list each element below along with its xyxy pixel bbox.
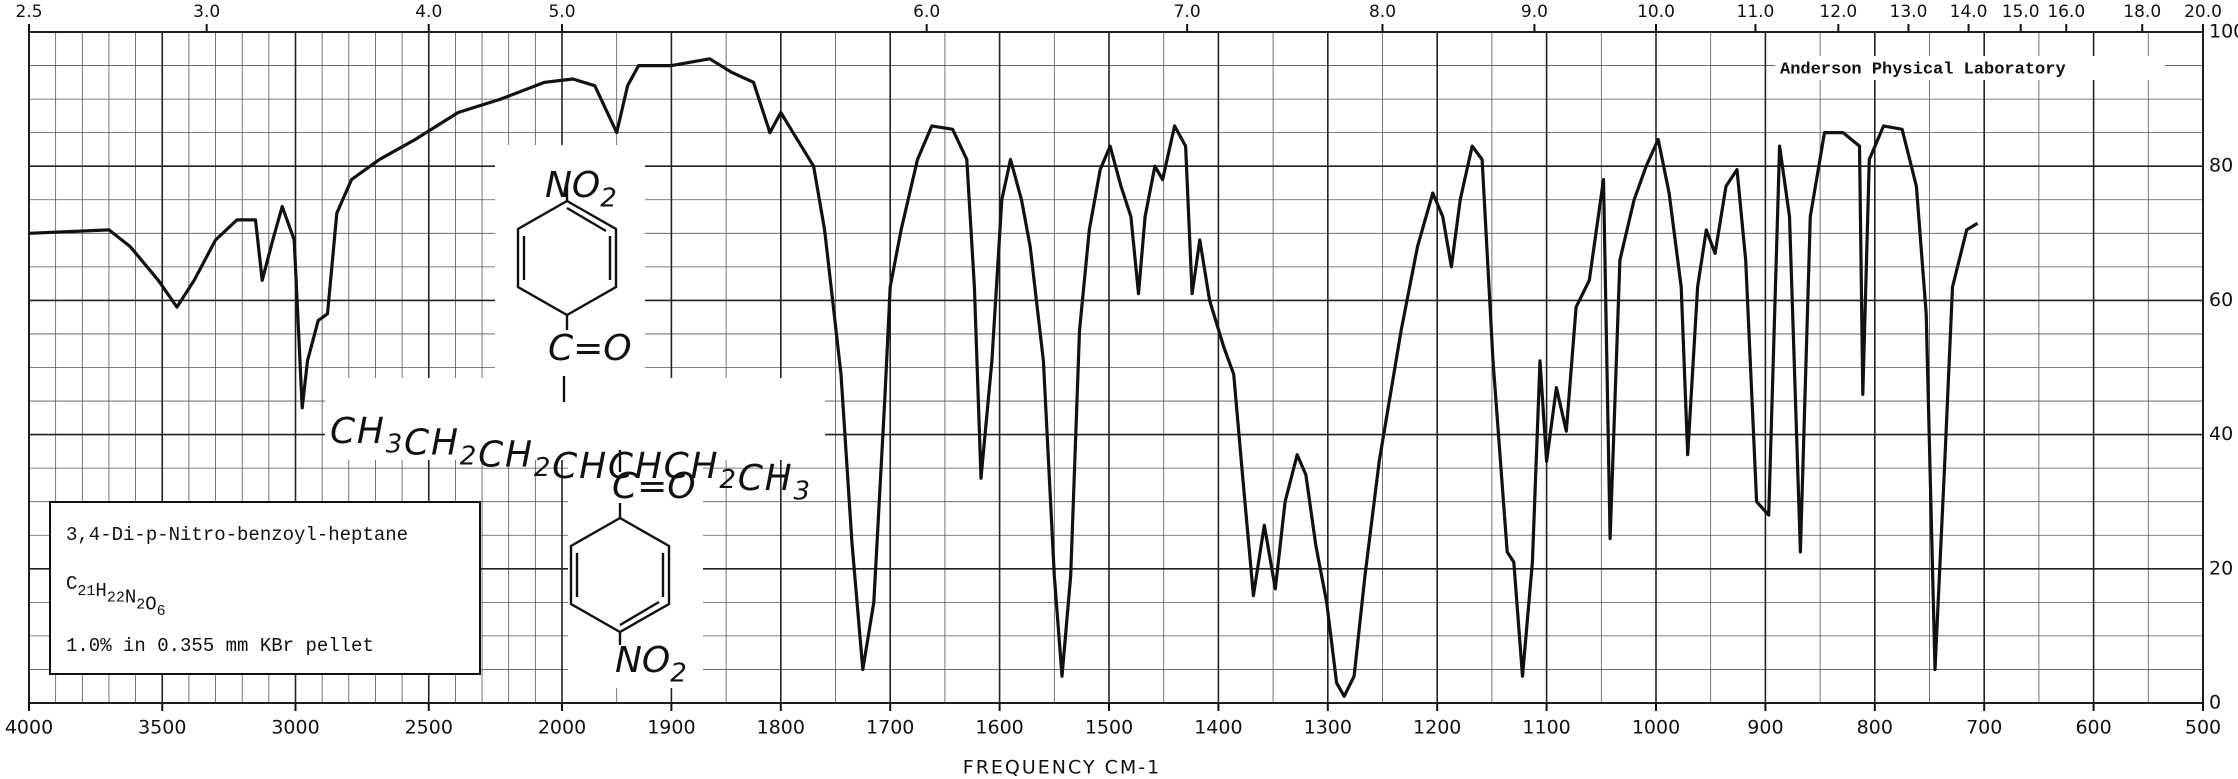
- x2-tick-label: 15.0: [2002, 2, 2040, 22]
- y-tick-label: 60: [2209, 289, 2233, 311]
- x-axis-label: FREQUENCY CM-1: [963, 757, 1161, 779]
- subscript: 2: [534, 453, 551, 483]
- subscript: 2: [719, 464, 736, 494]
- sample-name: 3,4-Di-p-Nitro-benzoyl-heptane: [66, 524, 408, 546]
- subscript: 2: [136, 596, 145, 613]
- text-part: N: [125, 587, 136, 609]
- text-part: CH: [608, 446, 662, 487]
- text-part: CH: [738, 458, 792, 499]
- x-tick-label: 1100: [1522, 717, 1570, 739]
- subscript: 21: [77, 583, 95, 600]
- x-tick-label: 900: [1747, 717, 1783, 739]
- subscript: 2: [600, 183, 617, 213]
- text-part: NO: [615, 640, 670, 681]
- sample-box: [49, 501, 481, 675]
- text-part: CH: [404, 423, 458, 464]
- x2-tick-label: 10.0: [1637, 2, 1675, 22]
- x-tick-label: 700: [1966, 717, 2002, 739]
- x-tick-label: 1400: [1194, 717, 1242, 739]
- ring-bond: [619, 600, 660, 627]
- x-tick-label: 2000: [538, 717, 586, 739]
- chain: CH3CH2CH2CHCHCH2CH3: [330, 411, 810, 506]
- subscript: 2: [670, 658, 687, 688]
- x2-tick-label: 3.0: [193, 2, 220, 22]
- x-tick-label: 1200: [1413, 717, 1461, 739]
- x-tick-label: 800: [1857, 717, 1893, 739]
- x2-tick-label: 14.0: [1950, 2, 1988, 22]
- text-part: CH: [330, 411, 384, 452]
- y-tick-label: 20: [2209, 557, 2233, 579]
- text-part: C: [66, 573, 77, 595]
- x-tick-label: 1700: [866, 717, 914, 739]
- subscript: 3: [793, 476, 810, 506]
- x2-tick-label: 11.0: [1737, 2, 1775, 22]
- y-tick-label: 40: [2209, 423, 2233, 445]
- x2-tick-label: 18.0: [2123, 2, 2161, 22]
- x-tick-label: 3000: [271, 717, 319, 739]
- y-tick-label: 0: [2209, 692, 2221, 714]
- x-tick-label: 1000: [1632, 717, 1680, 739]
- x2-tick-label: 5.0: [548, 2, 575, 22]
- x2-tick-label: 12.0: [1819, 2, 1857, 22]
- sample-conditions: 1.0% in 0.355 mm KBr pellet: [66, 635, 374, 657]
- lab-label: Anderson Physical Laboratory: [1780, 60, 2066, 79]
- overlay: Anderson Physical Laboratory 3,4-Di-p-Ni…: [49, 56, 2165, 779]
- x-tick-label: 1900: [647, 717, 695, 739]
- text-part: NO: [545, 165, 600, 206]
- x-tick-label: 2500: [405, 717, 453, 739]
- text-part: H: [95, 580, 106, 602]
- carbonyl: C=O: [612, 466, 696, 507]
- x-tick-label: 1600: [975, 717, 1023, 739]
- subscript: 22: [107, 589, 125, 606]
- x2-tick-label: 20.0: [2184, 2, 2222, 22]
- x-tick-label: 1800: [757, 717, 805, 739]
- x2-tick-label: 9.0: [1521, 2, 1548, 22]
- spectrum-line: [28, 57, 1979, 698]
- structure-bg: [568, 458, 703, 688]
- x-tick-label: 1300: [1304, 717, 1352, 739]
- nitro-group: NO2: [615, 640, 687, 688]
- structure-bg: [495, 145, 645, 385]
- text-part: CH: [664, 446, 718, 487]
- subscript: 6: [157, 603, 166, 620]
- x-tick-label: 600: [2075, 717, 2111, 739]
- lab-label-bg: [1775, 56, 2165, 80]
- structure-lines: [516, 180, 671, 645]
- y-tick-label: 80: [2209, 155, 2233, 177]
- marks: 4000 3500 3000 2500 2000 1900 1800 1700 1600 1500…: [5, 2, 2238, 739]
- subscript: 2: [460, 441, 477, 471]
- carbonyl: C=O: [548, 328, 632, 369]
- y-tick-label: 100: [2209, 21, 2238, 43]
- x-tick-label: 1500: [1085, 717, 1133, 739]
- text-part: CH: [552, 446, 606, 487]
- ring-bond: [566, 206, 607, 233]
- structure-bg: [325, 378, 825, 460]
- text-part: O: [145, 593, 156, 615]
- subscript: 3: [386, 429, 403, 459]
- nitro-group: NO2: [545, 165, 617, 213]
- x2-tick-label: 13.0: [1890, 2, 1928, 22]
- x-tick-label: 3500: [138, 717, 186, 739]
- x2-tick-label: 7.0: [1174, 2, 1201, 22]
- x2-tick-label: 2.5: [15, 2, 42, 22]
- text-part: CH: [478, 434, 532, 475]
- x-tick-label: 4000: [5, 717, 53, 739]
- x2-tick-label: 6.0: [913, 2, 940, 22]
- x2-tick-label: 8.0: [1369, 2, 1396, 22]
- x2-tick-label: 16.0: [2047, 2, 2085, 22]
- x-tick-label: 500: [2185, 717, 2221, 739]
- structure: [325, 145, 825, 688]
- x2-tick-label: 4.0: [415, 2, 442, 22]
- sample-formula: C21H22N2O6: [66, 573, 166, 620]
